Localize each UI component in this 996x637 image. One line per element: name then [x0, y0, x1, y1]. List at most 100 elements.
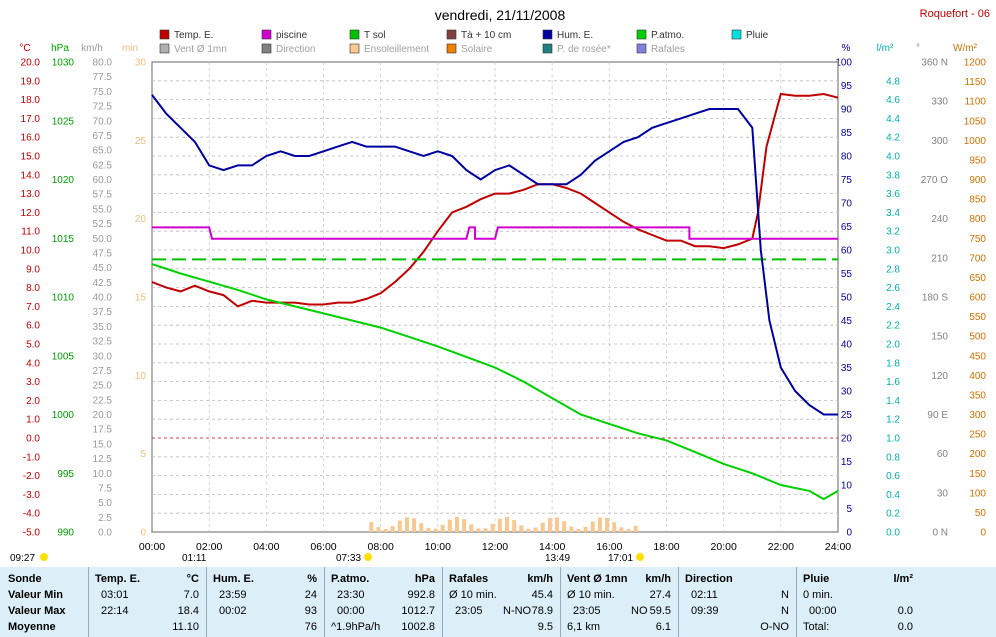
solar-axis-tick: 350 — [969, 390, 986, 401]
event-max-time: 13:49 — [545, 553, 570, 564]
stats-pluie-min-label: 0 min. — [803, 589, 833, 601]
rain-axis-tick: 2.6 — [886, 283, 900, 294]
wind-axis-tick: 22.5 — [93, 395, 113, 406]
axis-header-degree: ° — [916, 43, 920, 54]
rain-axis-tick: 1.6 — [886, 377, 900, 388]
sunshine-bar — [505, 517, 510, 532]
temp-axis-tick: 10.0 — [21, 246, 41, 257]
sunshine-bar — [562, 521, 567, 532]
stats-header-sonde: Sonde — [8, 573, 42, 585]
stats-pluie-title: Pluie — [803, 573, 830, 585]
temp-axis-tick: 8.0 — [26, 283, 40, 294]
temp-axis-tick: -3.0 — [23, 490, 41, 501]
legend-label: Solaire — [461, 44, 493, 55]
temp-axis-tick: 15.0 — [21, 152, 41, 163]
stats-temp: Temp. E. °C 03:01 7.0 22:14 18.4 11.10 — [88, 567, 207, 637]
sun-axis-tick: 30 — [135, 58, 147, 69]
sunshine-bar — [597, 517, 602, 532]
solar-axis-tick: 200 — [969, 449, 986, 460]
rain-axis-tick: 0.0 — [886, 528, 900, 539]
series-line — [151, 94, 838, 416]
legend-swatch — [731, 29, 742, 40]
rain-axis-tick: 2.2 — [886, 321, 900, 332]
legend-swatch — [159, 43, 170, 54]
x-axis-tick: 20:00 — [711, 541, 737, 553]
wind-axis-tick: 15.0 — [93, 439, 113, 450]
rain-axis-tick: 1.4 — [886, 396, 900, 407]
stats-hum-min-time: 23:59 — [219, 589, 247, 601]
solar-axis-tick: 550 — [969, 312, 986, 323]
temp-axis-tick: 12.0 — [21, 208, 41, 219]
stats-patmo-max-time: 00:00 — [337, 605, 365, 617]
stats-vent-max-dir: NO — [631, 605, 648, 617]
legend-swatch — [542, 43, 553, 54]
humidity-axis-tick: 15 — [841, 457, 853, 468]
stats-vent-max-val: 59.5 — [649, 605, 671, 617]
solar-axis-tick: 800 — [969, 214, 986, 225]
stats-hum-max-time: 00:02 — [219, 605, 247, 617]
axis-header-percent: % — [842, 43, 851, 54]
event-min-time: 01:11 — [182, 553, 207, 564]
humidity-axis-tick: 10 — [841, 481, 853, 492]
temp-axis-tick: 16.0 — [21, 133, 41, 144]
temp-axis-tick: 17.0 — [21, 114, 41, 125]
stats-panel: Sonde Valeur Min Valeur Max Moyenne Temp… — [0, 567, 996, 637]
direction-axis-tick: 210 — [931, 253, 948, 264]
stats-hum: Hum. E. % 23:59 24 00:02 93 76 — [206, 567, 325, 637]
sunshine-bar — [619, 527, 624, 532]
rain-axis-tick: 3.6 — [886, 189, 900, 200]
sun-axis-tick: 15 — [135, 293, 147, 304]
stats-temp-max-val: 18.4 — [177, 605, 199, 617]
sunshine-bar — [433, 528, 438, 532]
stats-temp-min-time: 03:01 — [101, 589, 129, 601]
sun-icon — [40, 553, 48, 561]
wind-axis-tick: 0.0 — [98, 528, 112, 539]
sunshine-bar — [419, 523, 424, 532]
stats-rafales-min-label: Ø 10 min. — [449, 589, 497, 601]
sunshine-bar — [555, 517, 560, 532]
stats-pluie-unit: l/m² — [893, 573, 913, 585]
legend-swatch — [636, 29, 647, 40]
sunshine-bar — [476, 528, 481, 532]
sun-axis-tick: 20 — [135, 214, 147, 225]
humidity-axis-tick: 90 — [841, 105, 853, 116]
sunshine-bar — [404, 517, 409, 532]
humidity-axis-tick: 60 — [841, 246, 853, 257]
rain-axis-tick: 1.2 — [886, 415, 900, 426]
event-day-start: 09:27 — [10, 553, 35, 564]
stats-pluie-total: 0.0 — [897, 621, 913, 633]
direction-axis-tick: 60 — [937, 449, 949, 460]
wind-axis-tick: 67.5 — [93, 131, 113, 142]
stats-rafales-max-time: 23:05 — [455, 605, 483, 617]
sun-axis-tick: 25 — [135, 136, 147, 147]
direction-axis-tick: 300 — [931, 136, 948, 147]
stats-vent-min-label: Ø 10 min. — [567, 589, 615, 601]
sunshine-bar — [626, 528, 631, 532]
sunshine-bar — [426, 527, 431, 532]
solar-axis-tick: 1150 — [964, 77, 986, 88]
series-line — [152, 226, 838, 240]
legend-label: P. de rosée* — [557, 44, 611, 55]
legend-swatch — [159, 29, 170, 40]
x-axis-tick: 08:00 — [368, 541, 394, 553]
temp-axis-tick: -4.0 — [23, 509, 41, 520]
legend-swatch — [446, 43, 457, 54]
stats-patmo-trend: ^1.9hPa/h — [331, 621, 381, 633]
solar-axis-tick: 700 — [969, 253, 986, 264]
sunshine-bar — [612, 522, 617, 532]
rain-axis-tick: 4.2 — [886, 133, 900, 144]
temp-axis-tick: -1.0 — [23, 452, 41, 463]
solar-axis-tick: 0 — [980, 528, 986, 539]
sunshine-bar — [576, 528, 581, 532]
legend-label: Tà + 10 cm — [461, 30, 511, 41]
temp-axis-tick: 20.0 — [21, 58, 41, 69]
x-axis-tick: 16:00 — [596, 541, 622, 553]
humidity-axis-tick: 95 — [841, 81, 853, 92]
stats-temp-max-time: 22:14 — [101, 605, 129, 617]
wind-axis-tick: 17.5 — [93, 425, 113, 436]
chart-title: vendredi, 21/11/2008 — [435, 7, 566, 23]
stats-header-max: Valeur Max — [8, 605, 66, 617]
wind-axis-tick: 20.0 — [93, 410, 113, 421]
wind-axis-tick: 77.5 — [93, 72, 113, 83]
sun-axis-tick: 5 — [140, 449, 146, 460]
